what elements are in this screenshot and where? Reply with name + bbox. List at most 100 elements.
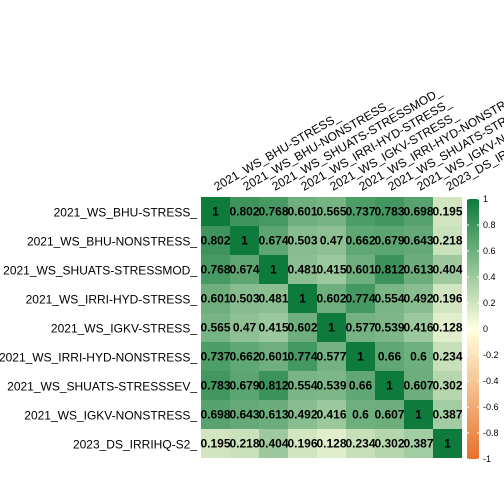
cell-value-label: 0.662 (345, 234, 375, 248)
cell-value-label: 0.128 (316, 437, 346, 451)
colorbar-tick-label: 0.6 (483, 246, 496, 256)
heatmap-cell (288, 313, 317, 342)
heatmap-cell (375, 255, 404, 284)
heatmap-cell (375, 429, 404, 458)
cell-value-label: 1 (270, 263, 277, 277)
cell-value-label: 0.6 (410, 350, 427, 364)
colorbar-tick-label: -0.6 (483, 402, 499, 412)
cell-value-label: 0.481 (258, 292, 288, 306)
colorbar: 1 0.8 0.6 0.4 0.2 0 -0.2 -0.4 -0.6 -0.8 -1 (467, 194, 499, 464)
heatmap-cell (404, 400, 433, 429)
heatmap-cell (259, 226, 288, 255)
heatmap-cell (317, 429, 346, 458)
heatmap-cell (404, 342, 433, 371)
cell-value-label: 0.607 (403, 379, 433, 393)
cell-value-label: 1 (386, 379, 393, 393)
heatmap-cells (201, 197, 462, 458)
cell-value-label: 0.768 (200, 263, 230, 277)
heatmap-cell (404, 197, 433, 226)
cell-value-label: 0.783 (374, 205, 404, 219)
heatmap-cell (259, 342, 288, 371)
row-label: 2021_WS_BHU-STRESS_ (54, 206, 198, 220)
cell-value-label: 0.387 (432, 408, 462, 422)
cell-value-label: 0.662 (229, 350, 259, 364)
row-label: 2021_WS_IRRI-HYD-STRESS_ (26, 293, 198, 307)
row-label: 2021_WS_SHUATS-STRESSSEV_ (7, 380, 197, 394)
colorbar-tick-label: -0.4 (483, 376, 499, 386)
cell-value-label: 0.416 (316, 408, 346, 422)
cell-value-label: 0.601 (345, 263, 375, 277)
cell-value-label: 0.234 (345, 437, 375, 451)
heatmap-cell (317, 284, 346, 313)
row-label: 2021_WS_IRRI-HYD-NONSTRESS_ (0, 351, 197, 365)
row-label: 2021_WS_IGKV-NONSTRESS_ (24, 409, 197, 423)
heatmap-cell (230, 429, 259, 458)
cell-value-label: 0.601 (258, 350, 288, 364)
cell-value-label: 0.812 (374, 263, 404, 277)
heatmap-cell (317, 400, 346, 429)
cell-value-label: 0.698 (200, 408, 230, 422)
heatmap-cell (375, 226, 404, 255)
heatmap-cell (230, 226, 259, 255)
heatmap-cell (375, 197, 404, 226)
cell-value-label: 0.195 (200, 437, 230, 451)
cell-value-label: 0.802 (229, 205, 259, 219)
heatmap-cell (259, 429, 288, 458)
heatmap-cell (259, 197, 288, 226)
heatmap-cell (375, 284, 404, 313)
cell-value-label: 0.768 (258, 205, 288, 219)
cell-value-label: 0.415 (316, 263, 346, 277)
heatmap-cell (201, 371, 230, 400)
cell-value-label: 0.643 (229, 408, 259, 422)
heatmap-cell (288, 226, 317, 255)
cell-value-label: 0.128 (432, 321, 462, 335)
heatmap-cell (259, 255, 288, 284)
cell-value-label: 1 (241, 234, 248, 248)
row-label: 2021_WS_IGKV-STRESS_ (51, 322, 197, 336)
row-labels: 2021_WS_BHU-STRESS_ 2021_WS_BHU-NONSTRESS… (0, 206, 197, 452)
cell-value-label: 0.539 (316, 379, 346, 393)
heatmap-cell (230, 255, 259, 284)
heatmap-cell (230, 371, 259, 400)
colorbar-tick-label: 0.8 (483, 220, 496, 230)
heatmap-cell (433, 313, 462, 342)
heatmap-cell (404, 255, 433, 284)
heatmap-cell (288, 342, 317, 371)
heatmap-cell (433, 284, 462, 313)
cell-value-label: 0.503 (287, 234, 317, 248)
heatmap-cell (230, 342, 259, 371)
cell-value-label: 0.783 (200, 379, 230, 393)
heatmap-cell (201, 197, 230, 226)
heatmap-cell (288, 400, 317, 429)
heatmap-cell (259, 400, 288, 429)
cell-value-label: 0.679 (229, 379, 259, 393)
cell-value-label: 0.503 (229, 292, 259, 306)
cell-value-label: 0.737 (345, 205, 375, 219)
cell-value-label: 0.404 (432, 263, 462, 277)
heatmap-cell (433, 371, 462, 400)
cell-value-label: 0.601 (287, 205, 317, 219)
heatmap-cell (433, 400, 462, 429)
colorbar-tick-label: 1 (483, 194, 488, 204)
cell-value-label: 0.416 (403, 321, 433, 335)
cell-value-label: 0.674 (258, 234, 288, 248)
cell-value-label: 0.679 (374, 234, 404, 248)
heatmap-cell (230, 400, 259, 429)
cell-value-label: 0.607 (374, 408, 404, 422)
heatmap-cell (433, 197, 462, 226)
heatmap-cell (433, 255, 462, 284)
cell-value-label: 0.674 (229, 263, 259, 277)
cell-value-label: 0.492 (403, 292, 433, 306)
cell-value-label: 0.577 (316, 350, 346, 364)
heatmap-cell (404, 429, 433, 458)
cell-value-label: 0.47 (320, 234, 344, 248)
cell-value-label: 0.196 (287, 437, 317, 451)
cell-value-label: 0.602 (316, 292, 346, 306)
cell-value-label: 0.66 (378, 350, 402, 364)
cell-value-label: 1 (299, 292, 306, 306)
cell-value-label: 1 (415, 408, 422, 422)
cell-value-label: 0.481 (287, 263, 317, 277)
heatmap-cell-labels: 1 0.8020.7680.6010.5650.7370.7830.6980.19… (200, 205, 462, 451)
heatmap-cell (317, 342, 346, 371)
colorbar-gradient (467, 199, 479, 459)
